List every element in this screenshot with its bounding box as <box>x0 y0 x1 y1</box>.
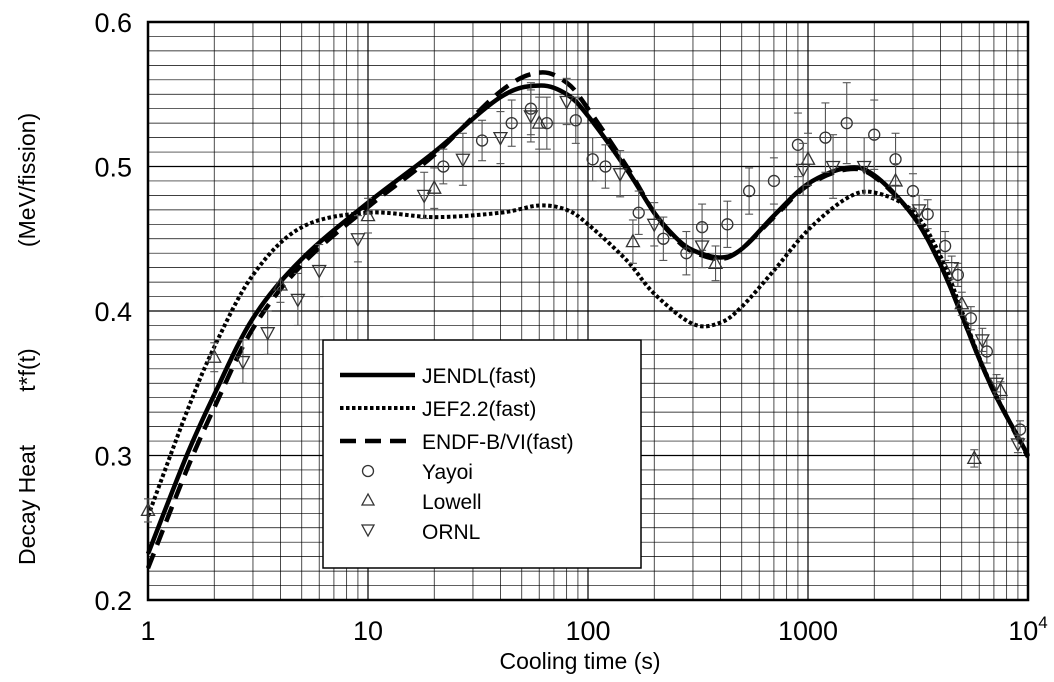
marker-yayoi <box>569 114 582 127</box>
marker-yayoi <box>680 247 693 260</box>
marker-yayoi <box>906 184 920 198</box>
marker-lowell <box>887 172 904 187</box>
x-tick-label: 1 <box>140 616 155 646</box>
marker-lowell <box>360 207 376 222</box>
marker-ornl <box>290 293 306 308</box>
legend-marker-lowell <box>360 492 376 506</box>
marker-ornl <box>455 153 471 168</box>
marker-yayoi <box>505 117 518 130</box>
y-axis-title-part-1: Decay Heat <box>14 444 40 565</box>
marker-yayoi <box>819 131 832 144</box>
marker-ornl <box>260 327 276 342</box>
marker-lowell <box>966 450 982 465</box>
marker-yayoi <box>632 206 645 219</box>
marker-lowell <box>426 179 442 194</box>
marker-ornl <box>523 110 539 125</box>
marker-yayoi <box>540 117 553 130</box>
y-axis-title-part-2: t*f(t) <box>14 348 40 391</box>
marker-yayoi <box>657 232 670 245</box>
legend-label-lowell: Lowell <box>422 491 482 514</box>
legend-marker-yayoi <box>361 464 375 478</box>
legend: JENDL(fast) JEF2.2(fast) ENDF-B/VI(fast)… <box>322 339 642 569</box>
marker-ornl <box>612 168 628 183</box>
marker-yayoi <box>475 134 489 147</box>
y-tick-label: 0.5 <box>94 153 132 183</box>
x-tick-label: 104 <box>1008 613 1048 646</box>
y-tick-label: 0.3 <box>94 442 132 472</box>
marker-ornl <box>944 261 960 277</box>
marker-yayoi <box>742 184 756 198</box>
marker-ornl <box>911 204 927 219</box>
x-tick-label: 100 <box>565 616 610 646</box>
marker-lowell <box>206 348 222 363</box>
marker-ornl <box>492 131 509 146</box>
marker-ornl <box>974 334 990 349</box>
marker-yayoi <box>840 117 853 130</box>
plot-frame <box>146 20 1030 602</box>
marker-yayoi <box>721 218 734 231</box>
marker-lowell <box>954 295 970 310</box>
marker-yayoi <box>437 160 450 173</box>
x-tick-label: 10 <box>353 616 383 646</box>
legend-label-yayoi: Yayoi <box>422 461 473 484</box>
marker-yayoi <box>964 312 978 325</box>
marker-ornl <box>350 233 366 248</box>
marker-ornl <box>825 160 841 175</box>
legend-label-jef: JEF2.2(fast) <box>422 398 536 421</box>
legend-label-ornl: ORNL <box>422 521 480 544</box>
marker-yayoi <box>921 208 934 221</box>
legend-box <box>322 339 642 569</box>
y-tick-label: 0.4 <box>94 297 132 327</box>
marker-lowell <box>140 502 156 517</box>
marker-lowell <box>625 233 641 248</box>
y-tick-label: 0.6 <box>94 8 132 38</box>
y-tick-labels: 0.2 0.3 0.4 0.5 0.6 <box>94 8 132 616</box>
marker-yayoi <box>599 160 612 173</box>
legend-marker-ornl <box>360 524 376 538</box>
marker-layer <box>140 77 1027 523</box>
y-axis-title-part-3: (MeV/fission) <box>14 113 40 247</box>
x-axis-title: Cooling time (s) <box>499 648 660 674</box>
marker-yayoi <box>767 174 781 188</box>
marker-ornl <box>989 377 1005 392</box>
marker-yayoi <box>951 268 965 282</box>
marker-ornl <box>1010 438 1026 453</box>
marker-lowell <box>707 254 724 269</box>
marker-ornl <box>795 163 811 178</box>
marker-ornl <box>856 160 872 175</box>
x-tick-labels: 1 10 100 1000 104 <box>140 613 1047 646</box>
marker-ornl <box>559 95 575 110</box>
x-tick-superscript: 4 <box>1038 613 1047 632</box>
marker-yayoi <box>868 128 881 141</box>
x-tick-label: 1000 <box>778 616 838 646</box>
marker-ornl <box>235 355 251 370</box>
marker-ornl <box>311 264 327 279</box>
marker-yayoi <box>586 153 599 166</box>
y-tick-label: 0.2 <box>94 586 132 616</box>
marker-yayoi <box>938 239 952 253</box>
marker-lowell <box>272 276 289 291</box>
marker-ornl <box>646 218 662 233</box>
marker-ornl <box>416 189 432 204</box>
marker-lowell <box>531 114 547 129</box>
marker-ornl <box>694 240 710 255</box>
legend-label-endf: ENDF-B/VI(fast) <box>422 431 574 454</box>
legend-label-jendl: JENDL(fast) <box>422 365 536 388</box>
